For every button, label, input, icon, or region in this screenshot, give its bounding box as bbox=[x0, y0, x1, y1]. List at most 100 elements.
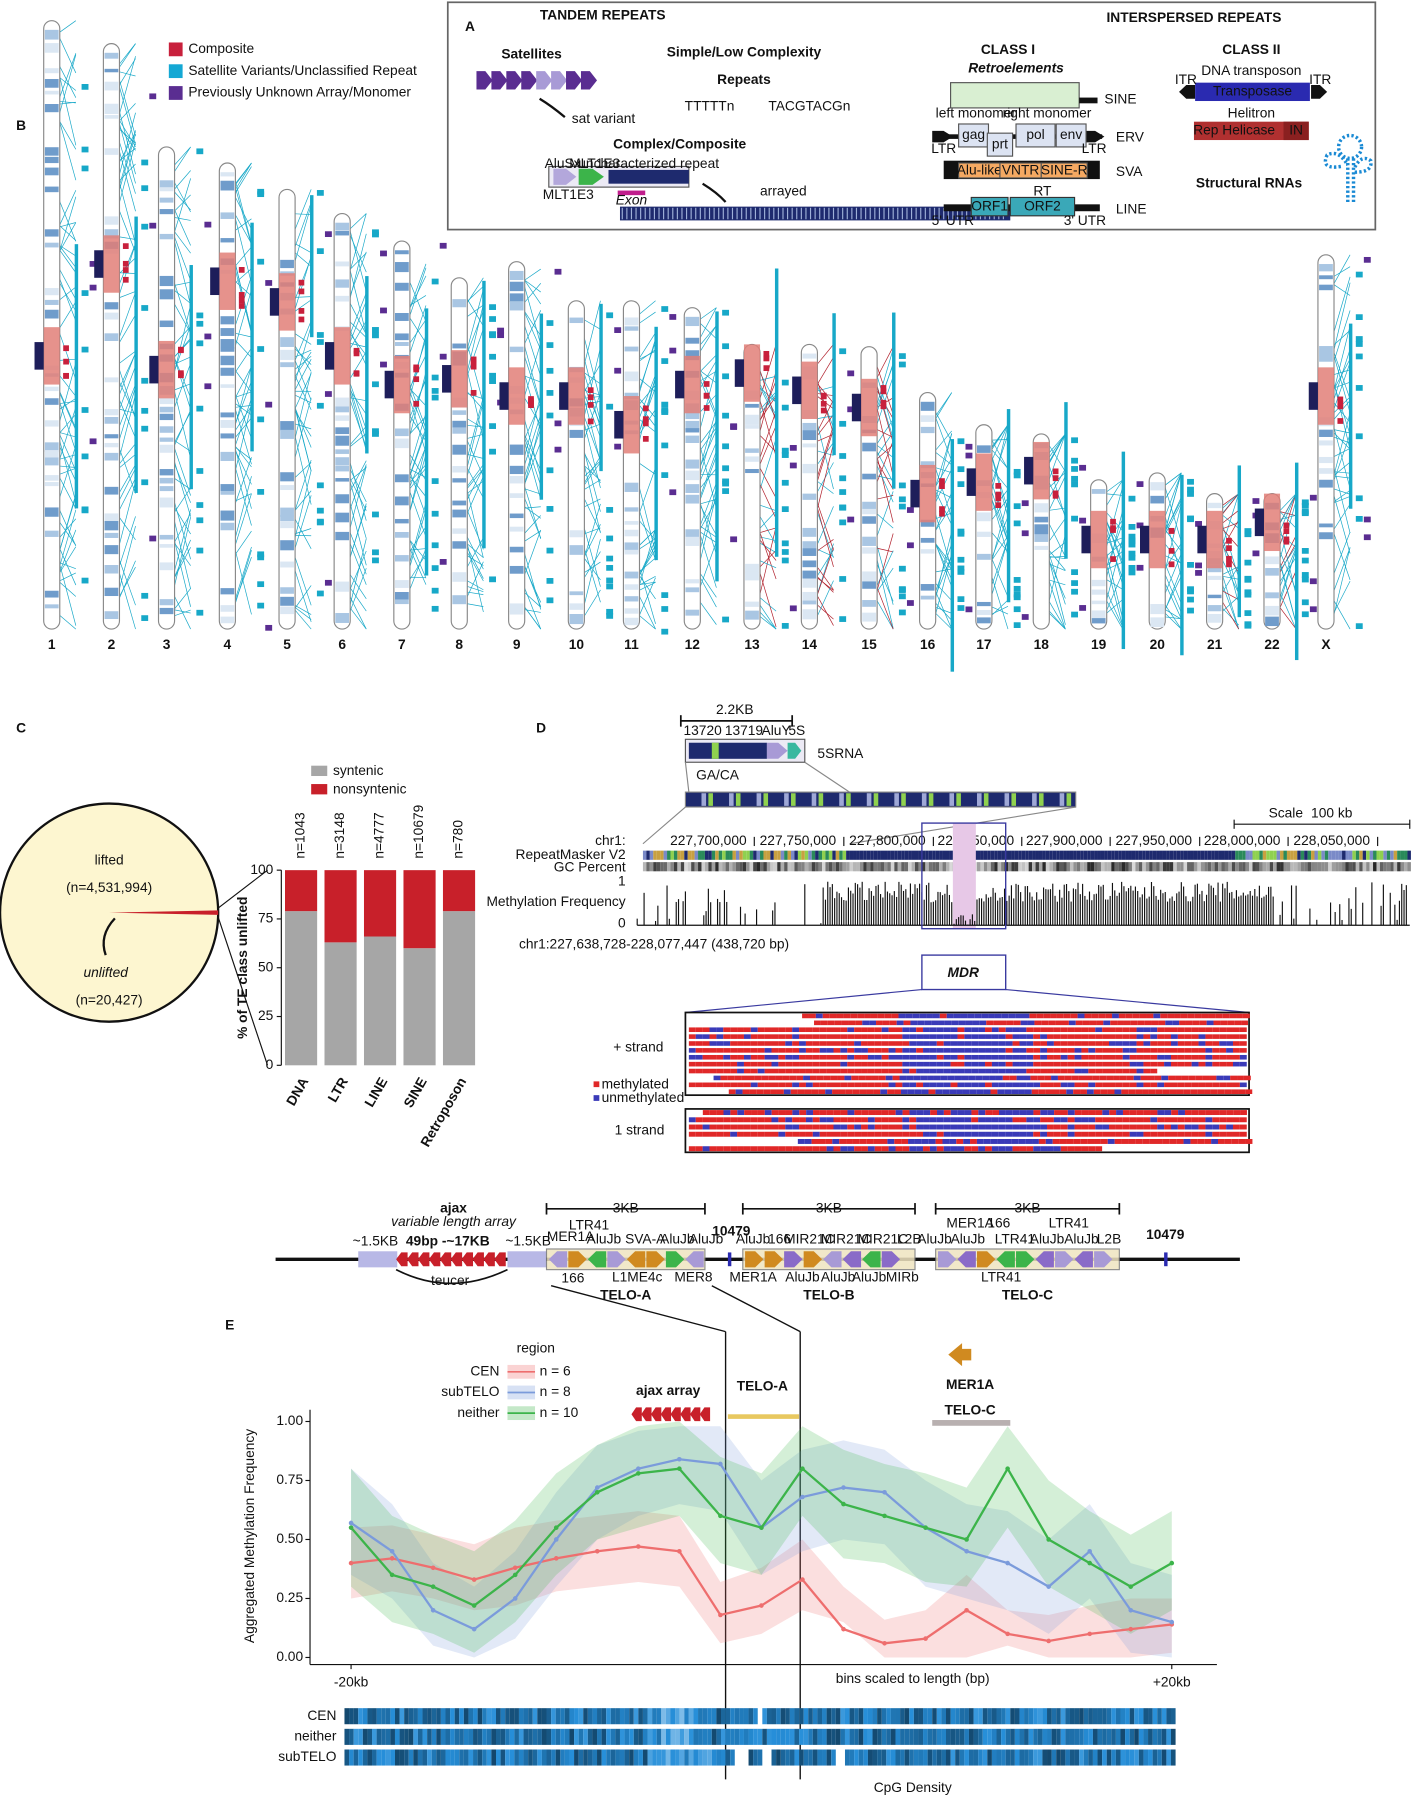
satellite-mark bbox=[1356, 314, 1363, 320]
repeat-track bbox=[1060, 851, 1063, 860]
annotation-link bbox=[60, 122, 76, 180]
read-cell bbox=[1137, 1048, 1144, 1053]
read-cell bbox=[1019, 1083, 1026, 1088]
satellite-mark bbox=[432, 588, 439, 594]
repeat-track bbox=[1163, 851, 1166, 860]
read-cell bbox=[913, 1076, 920, 1081]
read-cell bbox=[1192, 1055, 1199, 1060]
read-cell bbox=[1150, 1034, 1157, 1039]
cpg-cell bbox=[1010, 1729, 1015, 1745]
gc-track bbox=[664, 862, 667, 871]
repeat-track bbox=[650, 851, 653, 860]
read-cell bbox=[717, 1110, 724, 1115]
cpg-cell bbox=[726, 1749, 731, 1765]
cpg-cell bbox=[547, 1708, 552, 1724]
read-cell bbox=[1046, 1139, 1053, 1144]
band bbox=[1319, 524, 1333, 528]
annotation: MER1A bbox=[946, 1377, 994, 1392]
band bbox=[335, 532, 349, 540]
composite-mark bbox=[995, 483, 1001, 489]
annotation-link bbox=[410, 268, 426, 316]
read-cell bbox=[1114, 1089, 1121, 1094]
read-cell bbox=[1013, 1027, 1020, 1032]
cpg-cell bbox=[680, 1749, 685, 1765]
read-cell bbox=[723, 1110, 730, 1115]
read-cell bbox=[1150, 1083, 1157, 1088]
read-cell bbox=[861, 1110, 868, 1115]
read-cell bbox=[730, 1055, 737, 1060]
read-cell bbox=[872, 1076, 879, 1081]
read-cell bbox=[839, 1139, 846, 1144]
cpg-cell bbox=[344, 1708, 349, 1724]
unknown-mark bbox=[497, 328, 504, 334]
cpg-cell bbox=[670, 1749, 675, 1765]
cpg-cell bbox=[418, 1729, 423, 1745]
satellite-stack bbox=[1007, 409, 1010, 602]
band bbox=[335, 436, 349, 446]
repeat-track bbox=[1177, 851, 1180, 860]
read-cell bbox=[991, 1089, 998, 1094]
gc-track bbox=[1018, 862, 1021, 871]
cpg-cell bbox=[744, 1729, 749, 1745]
read-cell bbox=[1240, 1055, 1247, 1060]
cpg-cell bbox=[905, 1729, 910, 1745]
cpg-cell bbox=[436, 1708, 441, 1724]
repeat-track bbox=[1160, 851, 1163, 860]
satellite-mark bbox=[839, 421, 846, 427]
read-cell bbox=[964, 1034, 971, 1039]
read-cell bbox=[730, 1146, 737, 1151]
label: SINE-R bbox=[1041, 163, 1088, 178]
satellite-mark bbox=[82, 290, 89, 296]
read-cell bbox=[944, 1055, 951, 1060]
cpg-cell bbox=[951, 1749, 956, 1765]
read-cell bbox=[956, 1089, 963, 1094]
read-cell bbox=[1216, 1076, 1223, 1081]
composite-mark bbox=[123, 261, 129, 267]
gc-track bbox=[1098, 862, 1101, 871]
read-cell bbox=[1011, 1089, 1018, 1094]
cpg-cell bbox=[753, 1749, 758, 1765]
y-tick-label: 75 bbox=[258, 911, 274, 926]
array-marker bbox=[210, 267, 219, 295]
cpg-cell bbox=[455, 1749, 460, 1765]
gc-track bbox=[1211, 862, 1214, 871]
read-cell bbox=[896, 1110, 903, 1115]
read-cell bbox=[992, 1062, 999, 1067]
gc-track bbox=[1294, 862, 1297, 871]
label: Exon bbox=[616, 193, 648, 208]
annotation-link bbox=[877, 601, 893, 629]
series-point bbox=[513, 1573, 518, 1578]
read-cell bbox=[923, 1041, 930, 1046]
read-cell bbox=[751, 1048, 758, 1053]
annotation-link bbox=[1334, 448, 1350, 456]
read-cell bbox=[889, 1069, 896, 1074]
cpg-cell bbox=[978, 1749, 983, 1765]
read-cell bbox=[1205, 1027, 1212, 1032]
coordinate-label: 227,950,000 bbox=[1115, 833, 1192, 848]
read-cell bbox=[1006, 1062, 1013, 1067]
read-cell bbox=[1033, 1055, 1040, 1060]
read-cell bbox=[1229, 1014, 1236, 1019]
array-marker bbox=[675, 371, 684, 399]
gc-track bbox=[1280, 862, 1283, 871]
shape bbox=[846, 793, 851, 806]
read-cell bbox=[710, 1027, 717, 1032]
read-cell bbox=[904, 1021, 911, 1026]
read-cell bbox=[1157, 1048, 1164, 1053]
read-cell bbox=[944, 1083, 951, 1088]
cpg-cell bbox=[468, 1708, 473, 1724]
satellite-mark bbox=[661, 629, 668, 635]
cpg-cell bbox=[349, 1708, 354, 1724]
array-marker bbox=[442, 365, 451, 393]
annotation-link bbox=[936, 613, 952, 629]
mdr-highlight bbox=[953, 823, 976, 929]
repeat-track bbox=[732, 851, 735, 860]
read-cell bbox=[1068, 1132, 1075, 1137]
gc-track bbox=[915, 862, 918, 871]
read-cell bbox=[937, 1146, 944, 1151]
read-cell bbox=[716, 1146, 723, 1151]
gc-track bbox=[781, 862, 784, 871]
read-cell bbox=[977, 1089, 984, 1094]
repeat-track bbox=[791, 851, 794, 860]
gc-track bbox=[1170, 862, 1173, 871]
